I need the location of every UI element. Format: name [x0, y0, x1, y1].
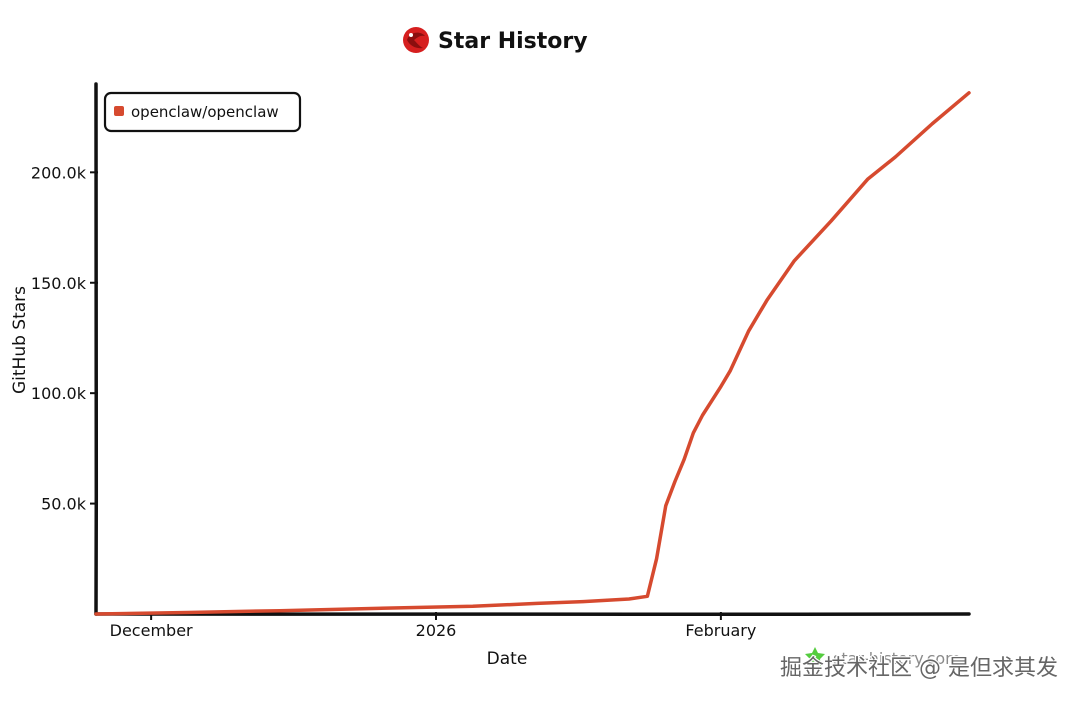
x-tick-label: 2026 [416, 621, 457, 640]
series-point [692, 431, 695, 435]
series-point [747, 330, 750, 333]
series-point [627, 597, 631, 601]
chart-title: Star History [438, 29, 588, 54]
series-point [931, 122, 934, 125]
series-point [866, 177, 870, 181]
series-point [701, 414, 704, 417]
series-point [682, 458, 686, 461]
series-point [719, 385, 723, 388]
y-axis-line [93, 82, 99, 616]
star-history-logo-icon [403, 27, 429, 53]
legend-swatch-icon [114, 106, 124, 116]
series-point [471, 605, 474, 608]
series-line-openclaw-openclaw [94, 91, 971, 616]
y-axis-label: GitHub Stars [10, 286, 30, 394]
series-point [829, 219, 833, 223]
series-point [967, 91, 971, 95]
legend-box [103, 91, 302, 133]
series-point [186, 611, 190, 614]
x-axis-line [94, 611, 971, 617]
series-point [673, 480, 677, 483]
series-point [894, 155, 897, 159]
series-point [728, 369, 732, 373]
watermark-brand: star-history.com [833, 649, 961, 668]
series-point [664, 504, 667, 507]
x-tick-label: December [110, 621, 193, 640]
series-point [655, 557, 658, 560]
y-tick-label: 50.0k [41, 495, 87, 514]
series-point [370, 607, 373, 610]
series-point [535, 602, 539, 605]
series-point [581, 600, 585, 603]
y-tick-label: 150.0k [31, 274, 87, 293]
series-point [94, 612, 98, 616]
series-point [646, 595, 649, 598]
x-axis-label: Date [487, 649, 528, 669]
series-point [765, 299, 769, 302]
x-tick-label: February [685, 621, 756, 640]
legend-series-label: openclaw/openclaw [131, 103, 279, 121]
star-history-watermark-icon [805, 647, 825, 666]
y-tick-label: 200.0k [31, 163, 87, 182]
series-point [793, 259, 796, 262]
watermark-text: 掘金技术社区 @ 是但求其发 [780, 656, 1058, 681]
series-point [278, 609, 281, 612]
y-tick-label: 100.0k [31, 384, 87, 403]
